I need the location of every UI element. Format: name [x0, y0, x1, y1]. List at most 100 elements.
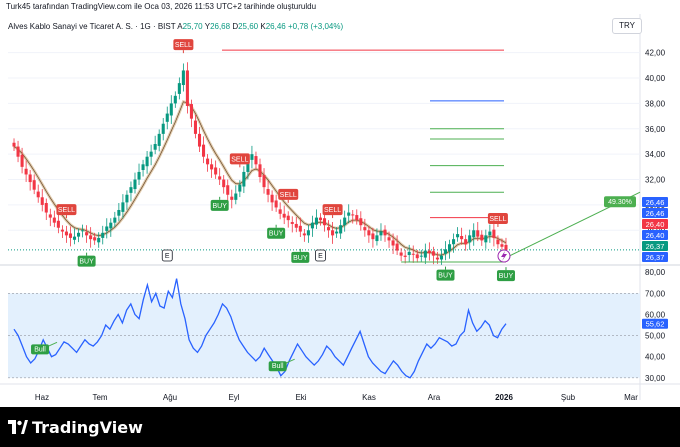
candle-body — [181, 70, 185, 86]
candle-body — [153, 144, 157, 150]
sell-signal-box — [278, 188, 299, 200]
candle-body — [121, 202, 125, 212]
candle-body — [496, 239, 500, 245]
candle-body — [359, 218, 363, 226]
candle-body — [383, 229, 387, 236]
buy-signal-label: BUY — [438, 273, 453, 280]
time-tick-label: Mar — [624, 393, 638, 402]
candle-body — [391, 240, 395, 246]
price-tick-label: 40,00 — [645, 74, 666, 83]
candle-body — [387, 237, 391, 241]
chart-canvas[interactable]: 42,0040,0038,0036,0034,0032,0030,0028,00… — [0, 0, 680, 407]
candle-body — [355, 215, 359, 221]
candle-body — [109, 222, 113, 229]
candle-body — [266, 189, 270, 195]
candle-body — [335, 231, 339, 234]
candle-body — [472, 230, 476, 238]
flash-glyph — [501, 251, 507, 261]
price-tag-box — [642, 197, 668, 207]
price-tag-box — [642, 252, 668, 262]
candle-body — [28, 174, 32, 183]
candle-body — [456, 234, 460, 238]
candle-body — [270, 194, 274, 203]
rsi-tick-label: 70,00 — [645, 289, 666, 298]
candle-body — [318, 217, 323, 221]
time-tick-label: Haz — [35, 393, 49, 402]
candle-body — [48, 214, 52, 218]
buy-signal-label: BUY — [269, 231, 284, 238]
legend-open: 25,70 — [182, 22, 203, 31]
candle-body — [129, 187, 133, 193]
legend-close-label: K — [260, 22, 266, 31]
earnings-marker-label: E — [318, 253, 323, 260]
buy-signal-box — [291, 251, 310, 263]
tradingview-logo-icon — [8, 420, 28, 434]
candle-body — [452, 239, 456, 245]
rsi-tick-label: 50,00 — [645, 332, 666, 341]
candle-body — [72, 236, 77, 240]
rsi-current-tag-box — [642, 318, 668, 329]
candle-body — [262, 175, 266, 188]
candle-body — [468, 235, 472, 243]
candle-body — [44, 203, 48, 213]
candle-body — [105, 226, 109, 231]
candle-body — [77, 232, 81, 237]
candle-body — [375, 235, 379, 242]
candle-body — [133, 179, 137, 190]
candle-body — [60, 229, 64, 232]
time-tick-label: Tem — [92, 393, 107, 402]
candle-body — [290, 222, 294, 224]
candle-body — [294, 223, 298, 228]
sell-signal-label: SELL — [231, 156, 248, 163]
candle-body — [230, 196, 234, 200]
rsi-tick-label: 30,00 — [645, 374, 666, 383]
price-tick-label: 38,00 — [645, 99, 666, 108]
candle-body — [16, 146, 20, 157]
symbol-legend: Alves Kablo Sanayi ve Ticaret A. S. · 1G… — [8, 22, 343, 31]
candle-body — [407, 251, 411, 256]
time-tick-label: 2026 — [495, 393, 513, 402]
candle-body — [395, 243, 399, 251]
candle-body — [169, 103, 173, 116]
rsi-current-tag-text: 55,62 — [646, 320, 665, 329]
candle-body — [234, 193, 238, 200]
candle-body — [488, 231, 492, 236]
candle-body — [419, 255, 423, 257]
candle-body — [24, 168, 28, 175]
sell-signal-label: SELL — [489, 216, 506, 223]
candle-body — [282, 213, 286, 218]
candle-body — [197, 133, 202, 147]
candle-body — [431, 251, 435, 256]
candle-body — [185, 70, 189, 106]
legend-change: +0,78 (+3,04%) — [287, 22, 344, 31]
candle-body — [12, 142, 16, 147]
candle-body — [331, 230, 335, 236]
legend-close: 26,46 — [265, 22, 286, 31]
price-tag-text: 26,37 — [646, 253, 665, 262]
sell-signal-label: SELL — [175, 42, 192, 49]
candle-body — [363, 227, 367, 231]
candle-body — [343, 217, 347, 226]
price-tag-text: 26,37 — [646, 242, 665, 251]
candle-body — [206, 158, 210, 165]
rsi-tick-label: 60,00 — [645, 310, 666, 319]
candle-body — [173, 95, 177, 104]
candle-body — [113, 217, 117, 223]
caption-text: Turk45 tarafından TradingView.com ile Oc… — [6, 2, 317, 11]
sell-signal-box — [487, 212, 508, 224]
candle-body — [20, 154, 24, 167]
sell-signal-label: SELL — [324, 207, 341, 214]
trend-label-box — [604, 196, 636, 208]
candle-body — [149, 151, 153, 157]
time-tick-label: Kas — [362, 393, 376, 402]
buy-signal-box — [267, 227, 286, 239]
candle-body — [202, 144, 206, 157]
candle-body — [480, 234, 484, 241]
candle-body — [423, 250, 427, 258]
buy-signal-label: BUY — [79, 259, 94, 266]
candle-body — [210, 164, 214, 170]
candle-body — [40, 197, 44, 205]
candle-body — [145, 156, 149, 167]
currency-button[interactable]: TRY — [612, 18, 642, 34]
brand-bar: TradingView — [0, 407, 680, 447]
